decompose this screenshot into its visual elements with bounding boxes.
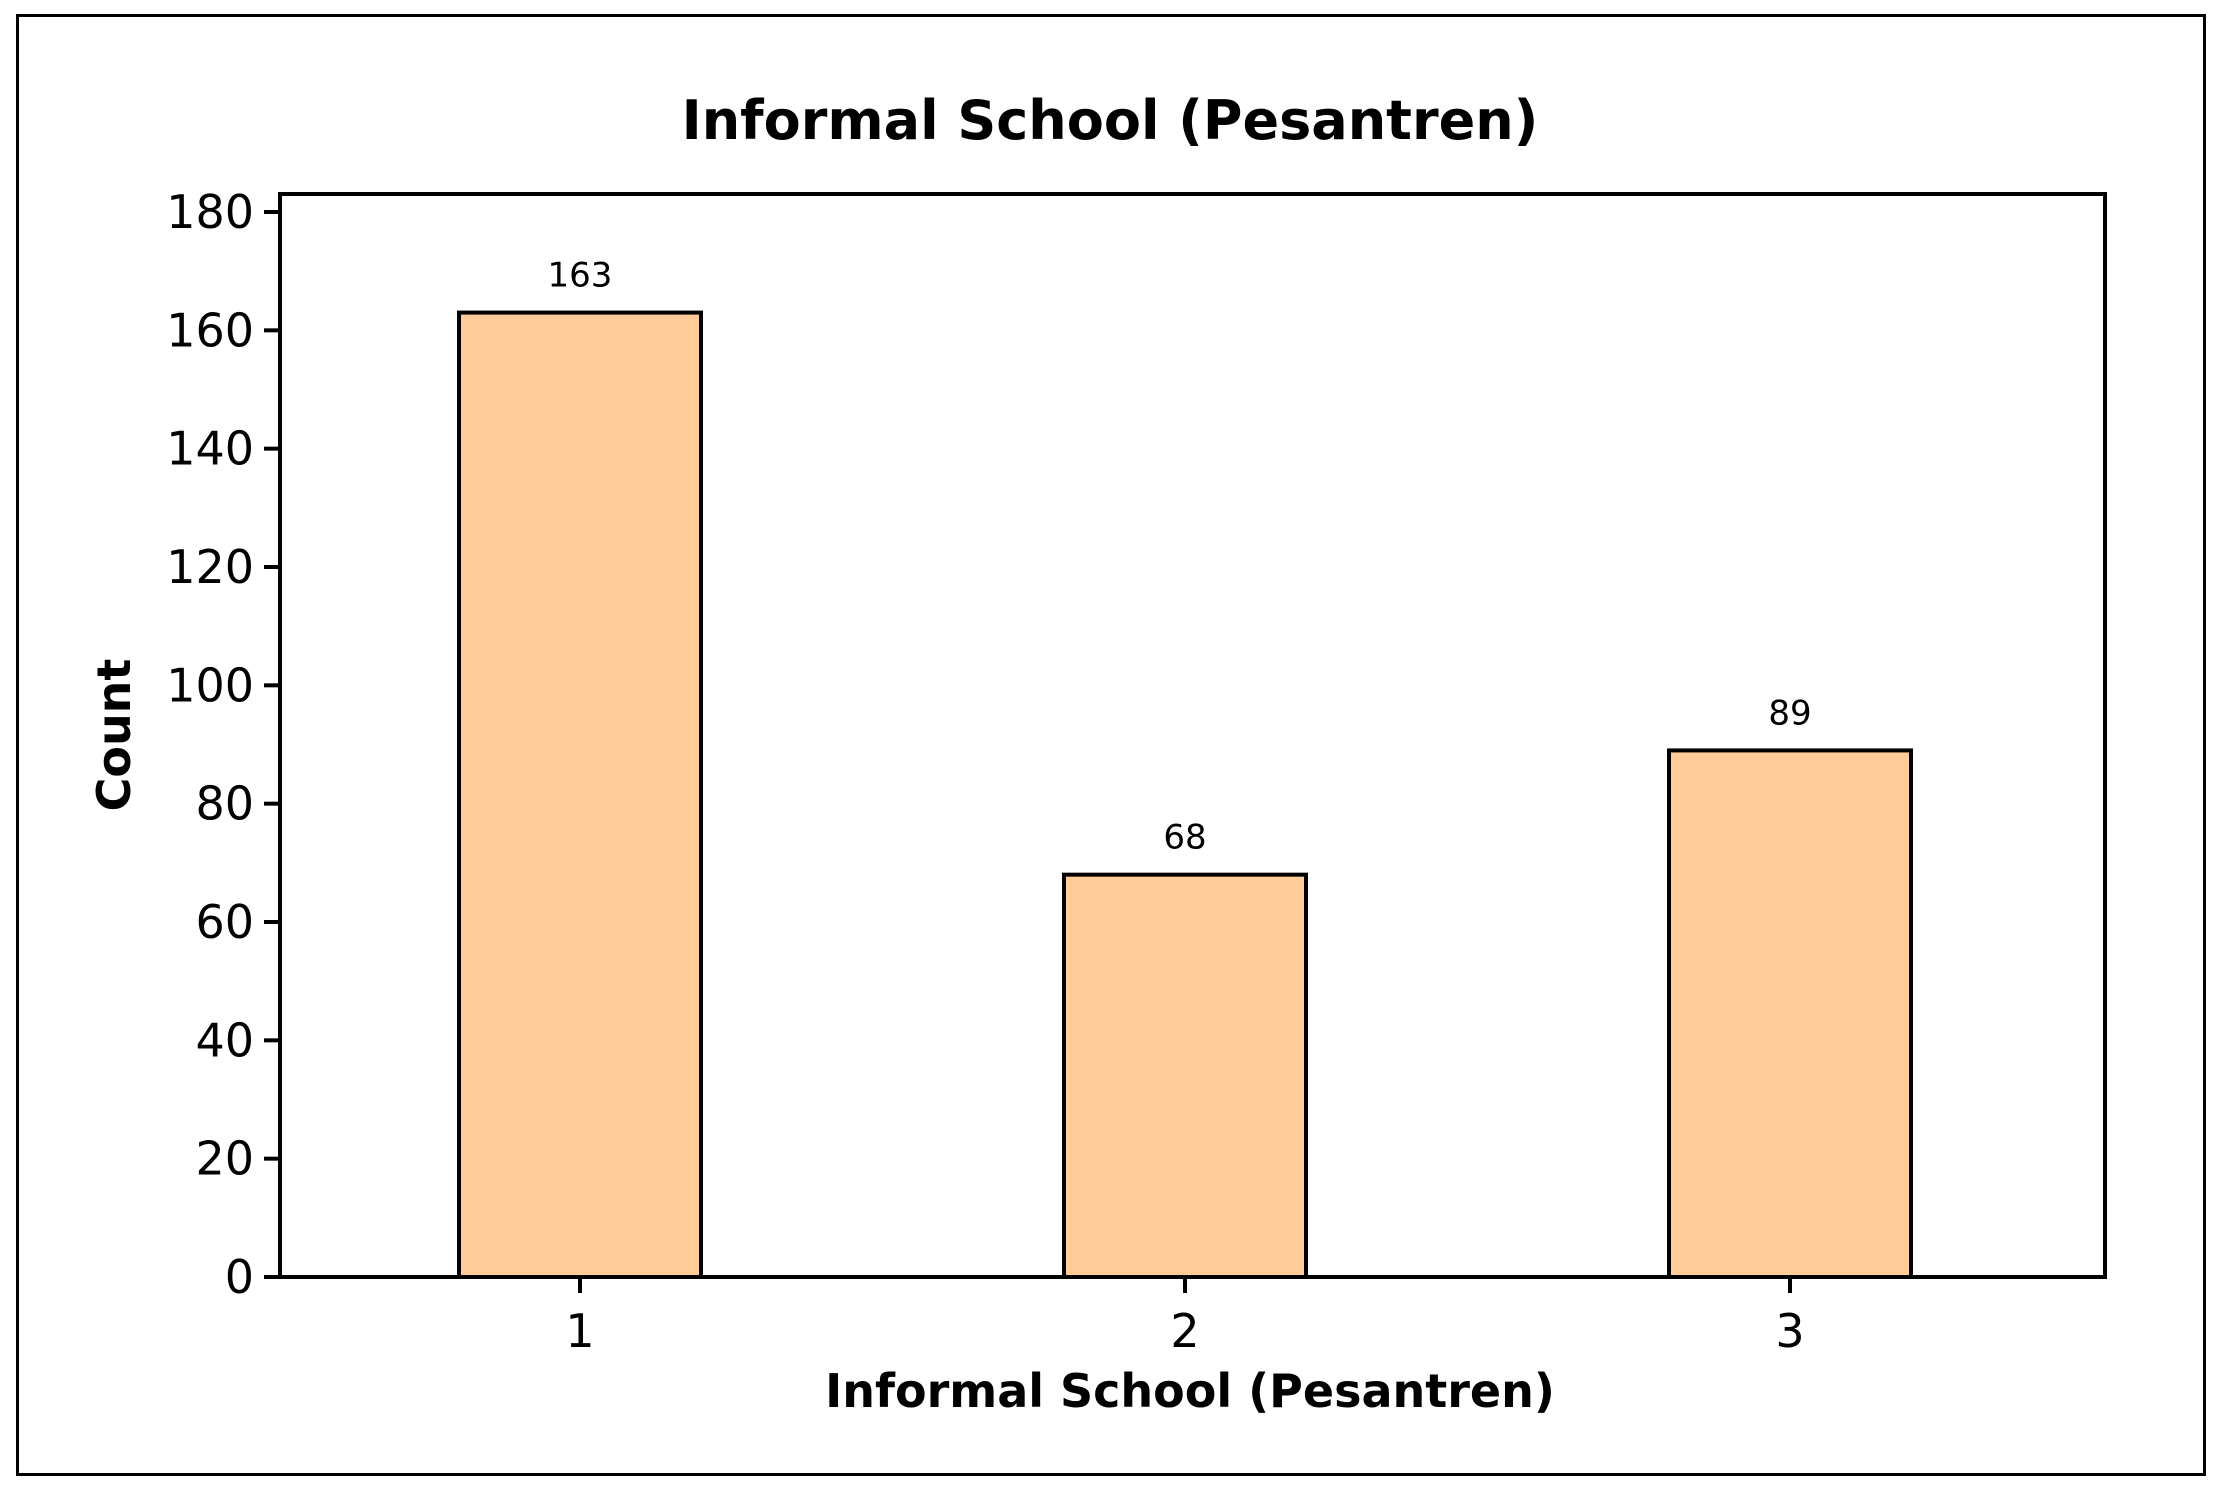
data-label: 68: [1163, 818, 1206, 858]
bar: [457, 310, 703, 1280]
y-tick-label: 80: [195, 777, 254, 831]
bar: [1062, 872, 1308, 1280]
y-tick-label: 180: [166, 185, 254, 239]
data-label: 89: [1768, 693, 1811, 733]
data-label: 163: [548, 256, 613, 296]
y-tick-label: 100: [166, 658, 254, 712]
x-axis: 1 2 3: [565, 1277, 1805, 1358]
y-tick-label: 120: [166, 540, 254, 594]
x-tick-label: 1: [565, 1304, 594, 1358]
bars: [457, 310, 1913, 1280]
y-tick-label: 40: [195, 1013, 254, 1067]
y-axis-title: Count: [87, 659, 141, 812]
bar: [1667, 748, 1913, 1279]
data-labels: 163 68 89: [548, 256, 1812, 858]
x-axis-title: Informal School (Pesantren): [825, 1364, 1555, 1418]
y-tick-label: 0: [225, 1250, 254, 1304]
y-tick-label: 60: [195, 895, 254, 949]
y-tick-label: 140: [166, 422, 254, 476]
x-tick-label: 3: [1775, 1304, 1804, 1358]
x-tick-label: 2: [1170, 1304, 1199, 1358]
chart-title: Informal School (Pesantren): [682, 89, 1539, 152]
y-axis: 0 20 40 60 80 100 120 140 160 180: [166, 185, 280, 1304]
y-tick-label: 160: [166, 303, 254, 357]
y-tick-label: 20: [195, 1132, 254, 1186]
